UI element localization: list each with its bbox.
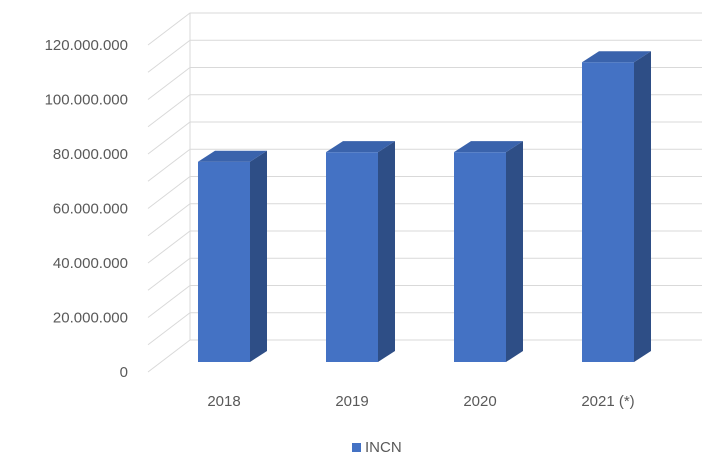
bar-2018	[198, 150, 267, 362]
bar-front-face	[454, 152, 506, 362]
gridlines	[147, 12, 702, 373]
legend: INCN	[352, 439, 402, 456]
bar-side-face	[634, 51, 651, 362]
bar-top-face	[326, 141, 395, 153]
x-category-label: 2018	[207, 393, 240, 410]
legend-label-incn: INCN	[365, 439, 402, 456]
x-axis-category-labels: 2018 2019 2020 2021 (*)	[207, 393, 634, 410]
y-axis-tick-labels: 0 20.000.000 40.000.000 60.000.000 80.000.00…	[45, 37, 128, 381]
bar-top-face	[582, 51, 651, 63]
y-tick-label: 100.000.000	[45, 92, 128, 109]
y-tick-label: 20.000.000	[53, 310, 128, 327]
legend-swatch-incn	[352, 443, 361, 452]
y-tick-label: 60.000.000	[53, 201, 128, 218]
bar-top-face	[454, 141, 523, 153]
bar-front-face	[198, 161, 250, 362]
bar-side-face	[378, 141, 395, 362]
bar-2021	[582, 51, 651, 362]
bars	[198, 51, 651, 362]
y-tick-label: 120.000.000	[45, 37, 128, 54]
y-tick-label: 80.000.000	[53, 146, 128, 163]
bar-2019	[326, 141, 395, 362]
bar-2020	[454, 141, 523, 362]
x-category-label: 2019	[335, 393, 368, 410]
x-category-label: 2021 (*)	[581, 393, 634, 410]
x-category-label: 2020	[463, 393, 496, 410]
y-tick-label: 40.000.000	[53, 255, 128, 272]
bar-front-face	[582, 62, 634, 362]
bar-side-face	[250, 150, 267, 362]
y-tick-label: 0	[120, 364, 128, 381]
bar-side-face	[506, 141, 523, 362]
bar-top-face	[198, 150, 267, 162]
bar-front-face	[326, 152, 378, 362]
